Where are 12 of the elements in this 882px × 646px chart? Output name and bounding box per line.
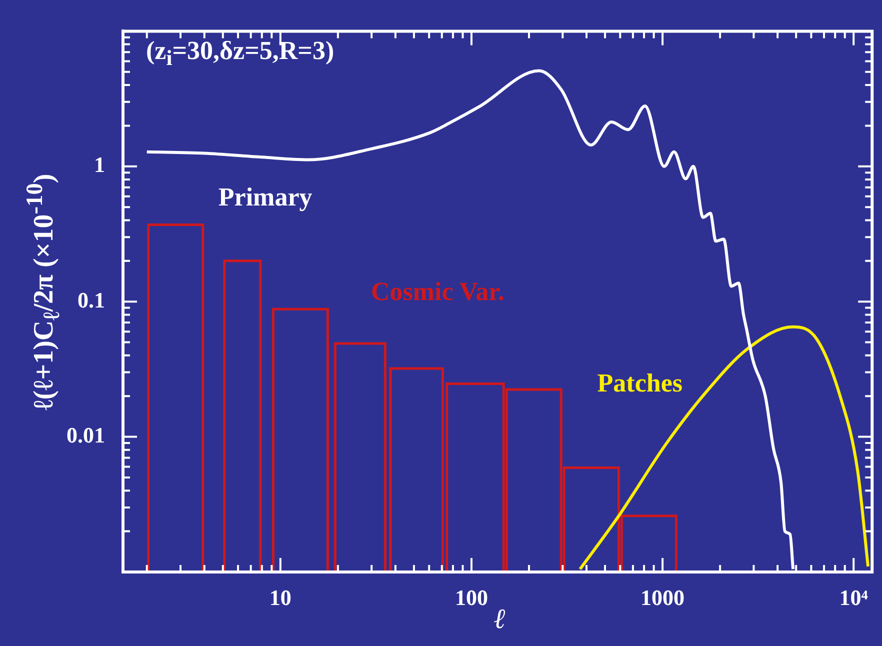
series-label: Patches — [597, 368, 682, 398]
x-tick-label: 100 — [454, 584, 488, 610]
x-axis-title: ℓ — [494, 604, 506, 636]
x-tick-label: 10 — [269, 584, 292, 610]
x-tick-label: 1000 — [640, 584, 685, 610]
series-label: Cosmic Var. — [370, 277, 504, 306]
annotation: (z$_{i}$=30,δz=5,R=3) — [146, 36, 334, 72]
y-tick-label: 1 — [94, 152, 105, 178]
y-tick-label: 0.1 — [78, 287, 105, 312]
x-tick-label: 10⁴ — [839, 584, 868, 610]
y-tick-label: 0.01 — [66, 422, 105, 448]
series-label: Primary — [218, 182, 312, 212]
